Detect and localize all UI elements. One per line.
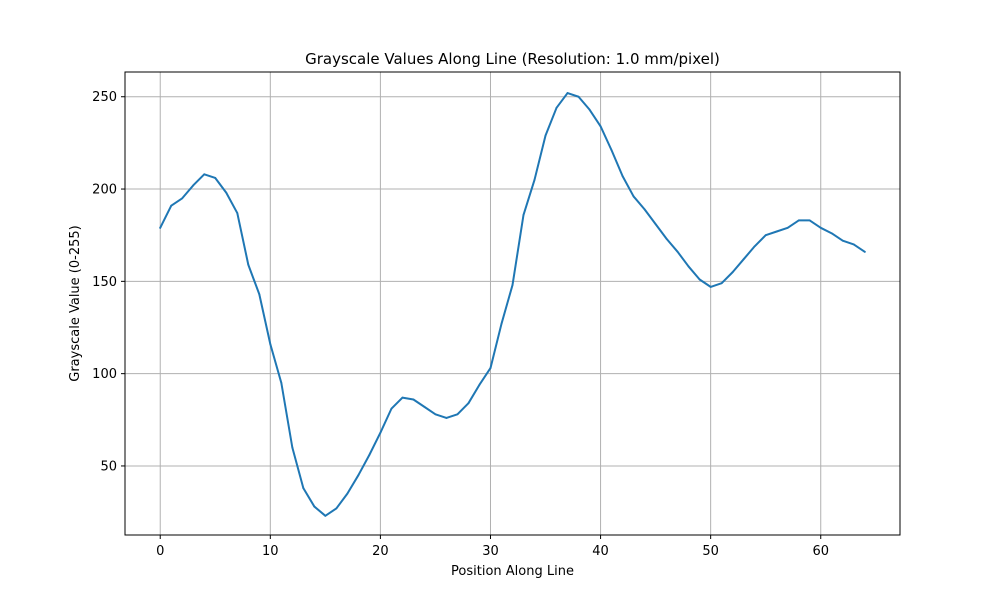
data-point-8	[247, 263, 250, 266]
x-axis-label: Position Along Line	[451, 564, 574, 579]
data-point-14	[313, 505, 316, 508]
data-point-50	[709, 285, 712, 288]
data-point-60	[819, 226, 822, 229]
grid	[125, 72, 900, 535]
data-point-49	[698, 278, 701, 281]
data-point-3	[192, 184, 195, 187]
data-point-19	[368, 453, 371, 456]
data-point-20	[379, 431, 382, 434]
data-point-6	[225, 191, 228, 194]
x-tick-label-0: 0	[156, 544, 164, 559]
data-point-4	[203, 173, 206, 176]
data-point-38	[577, 95, 580, 98]
data-point-31	[500, 322, 503, 325]
data-point-47	[676, 250, 679, 253]
y-tick-label-0: 50	[100, 459, 117, 474]
data-point-22	[401, 396, 404, 399]
data-point-18	[357, 474, 360, 477]
data-point-23	[412, 398, 415, 401]
y-tick-label-1: 100	[92, 367, 117, 382]
data-point-11	[280, 381, 283, 384]
data-point-54	[753, 245, 756, 248]
y-tick-label-4: 250	[92, 90, 117, 105]
x-tick-label-4: 40	[592, 544, 609, 559]
plot-frame	[124, 71, 901, 536]
data-point-44	[643, 208, 646, 211]
data-point-58	[797, 219, 800, 222]
data-point-37	[566, 92, 569, 94]
data-point-56	[775, 230, 778, 233]
data-point-28	[467, 402, 470, 405]
data-point-48	[687, 265, 690, 268]
data-point-52	[731, 271, 734, 274]
x-tick-label-6: 60	[812, 544, 829, 559]
data-point-29	[478, 383, 481, 386]
series-layer	[159, 92, 866, 517]
data-point-39	[588, 108, 591, 111]
data-point-15	[324, 514, 327, 517]
data-point-59	[808, 219, 811, 222]
y-axis-ticks: 50 100 150 200 250	[92, 90, 125, 474]
data-point-61	[830, 232, 833, 235]
data-point-0	[159, 226, 162, 229]
data-point-1	[170, 204, 173, 207]
x-tick-label-2: 20	[372, 544, 389, 559]
x-axis-ticks: 0 10 20 30 40 50 60	[156, 535, 829, 559]
data-point-35	[544, 134, 547, 137]
data-point-33	[522, 213, 525, 216]
data-point-41	[610, 149, 613, 152]
x-tick-label-3: 30	[482, 544, 499, 559]
data-point-62	[841, 239, 844, 242]
chart-title: Grayscale Values Along Line (Resolution:…	[305, 50, 720, 68]
data-point-17	[346, 492, 349, 495]
data-point-64	[863, 250, 866, 253]
data-point-13	[302, 487, 305, 490]
data-point-36	[555, 106, 558, 109]
data-point-27	[456, 413, 459, 416]
data-point-42	[621, 175, 624, 178]
data-point-12	[291, 446, 294, 449]
y-axis-label: Grayscale Value (0-255)	[68, 225, 83, 381]
data-point-25	[434, 413, 437, 416]
data-point-2	[181, 197, 184, 200]
data-point-46	[665, 237, 668, 240]
data-point-9	[258, 293, 261, 296]
data-point-53	[742, 258, 745, 261]
data-point-43	[632, 195, 635, 198]
data-point-32	[511, 284, 514, 286]
data-point-21	[390, 407, 393, 410]
x-tick-label-1: 10	[262, 544, 279, 559]
x-tick-label-5: 50	[702, 544, 719, 559]
y-tick-label-3: 200	[92, 183, 117, 198]
data-point-51	[720, 282, 723, 285]
data-point-45	[654, 223, 657, 226]
data-point-34	[533, 178, 536, 181]
y-tick-label-2: 150	[92, 275, 117, 290]
data-point-63	[852, 243, 855, 246]
data-point-57	[786, 226, 789, 229]
data-point-7	[236, 212, 239, 214]
data-point-55	[764, 234, 767, 237]
data-point-16	[335, 507, 338, 510]
data-point-24	[423, 405, 426, 408]
data-point-40	[599, 125, 602, 128]
data-point-10	[269, 343, 272, 346]
data-point-30	[489, 367, 492, 370]
data-point-26	[445, 417, 448, 419]
data-point-5	[214, 177, 217, 179]
